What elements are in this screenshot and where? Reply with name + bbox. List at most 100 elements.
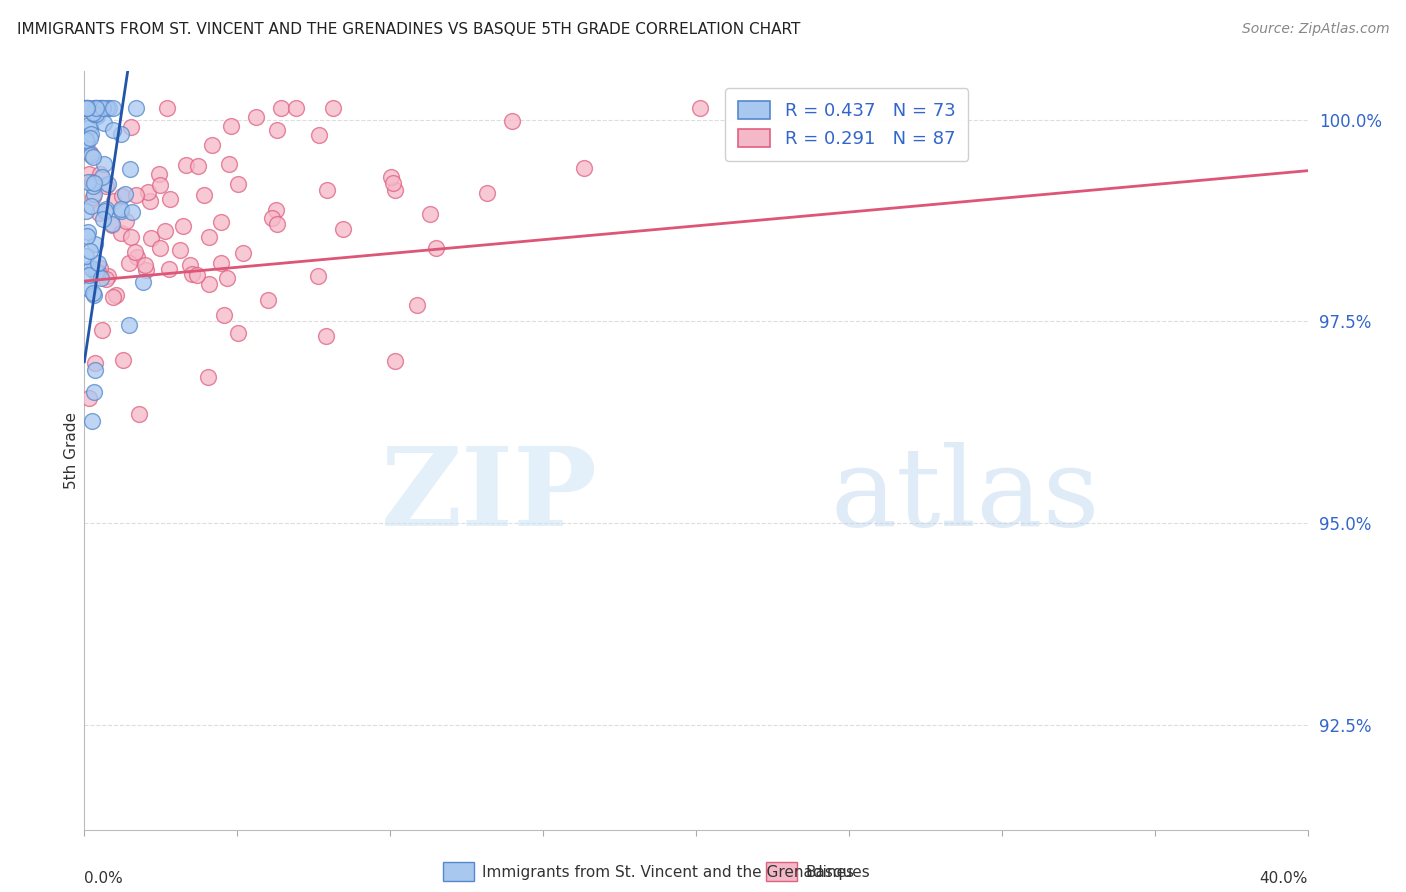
Point (79, 145, 101, 160)
Point (405, 298, 427, 312)
Point (118, 256, 141, 270)
Point (134, 258, 156, 272)
Point (84, 101, 107, 115)
Point (101, 217, 124, 231)
Point (79, 130, 101, 145)
Point (174, 158, 197, 172)
Point (75, 249, 97, 263)
Point (475, 186, 498, 200)
Point (77, 226, 100, 240)
Point (315, 183, 337, 197)
Point (169, 243, 191, 257)
Point (198, 230, 221, 244)
Point (120, 120, 142, 134)
Point (270, 101, 292, 115)
Point (77, 174, 100, 188)
Point (90, 101, 112, 115)
Point (308, 128, 330, 143)
Point (80, 415, 103, 429)
Point (218, 156, 240, 170)
Point (114, 214, 136, 228)
Point (75, 101, 97, 115)
Point (90, 101, 112, 115)
Point (89, 101, 111, 115)
Text: atlas: atlas (831, 442, 1099, 549)
Y-axis label: 5th Grade: 5th Grade (63, 412, 79, 489)
Point (139, 230, 162, 244)
Point (172, 219, 194, 233)
Point (149, 178, 172, 193)
Point (111, 189, 134, 203)
Point (264, 203, 287, 218)
Point (226, 178, 249, 192)
Point (120, 229, 142, 244)
Point (315, 328, 337, 343)
Point (76, 229, 98, 244)
Point (89, 167, 111, 181)
Point (110, 226, 132, 240)
Point (91, 323, 114, 337)
Point (75, 101, 97, 115)
Point (307, 268, 329, 283)
Point (98, 101, 121, 115)
Point (148, 167, 170, 181)
Point (91, 212, 114, 227)
Point (132, 275, 155, 289)
Point (97, 269, 120, 284)
Point (82, 189, 104, 203)
Point (75, 133, 97, 147)
Point (84, 101, 107, 115)
Point (83, 101, 105, 115)
Point (84, 107, 107, 121)
Point (87, 206, 110, 220)
Point (80, 127, 103, 141)
Point (103, 194, 125, 209)
Point (217, 270, 239, 285)
Point (83, 101, 105, 115)
Point (209, 215, 232, 229)
Point (82, 106, 104, 120)
Point (380, 169, 402, 184)
Point (94, 202, 117, 216)
Point (101, 290, 124, 304)
Point (425, 241, 447, 255)
Point (135, 262, 157, 277)
Point (82, 150, 104, 164)
Point (84, 265, 107, 279)
Point (79, 268, 101, 282)
Point (156, 101, 179, 115)
Point (76, 101, 98, 115)
Point (110, 127, 132, 141)
Point (82, 285, 104, 300)
Text: 0.0%: 0.0% (84, 871, 124, 887)
Point (322, 101, 344, 115)
Point (212, 308, 235, 322)
Legend: R = 0.437   N = 73, R = 0.291   N = 87: R = 0.437 N = 73, R = 0.291 N = 87 (725, 88, 969, 161)
Point (89, 261, 111, 276)
Point (110, 202, 132, 216)
Point (76, 135, 98, 149)
Point (86, 265, 108, 279)
Point (125, 250, 148, 264)
Point (419, 206, 441, 220)
Point (128, 407, 150, 421)
Point (266, 217, 288, 231)
Point (90, 270, 112, 285)
Point (120, 161, 142, 176)
Point (82, 263, 104, 277)
Text: Source: ZipAtlas.com: Source: ZipAtlas.com (1241, 22, 1389, 37)
Point (139, 194, 162, 209)
Point (86, 101, 108, 115)
Point (201, 137, 224, 152)
Point (79, 120, 101, 134)
Point (266, 123, 288, 137)
Point (382, 176, 405, 190)
Point (96, 101, 118, 115)
Point (75, 101, 97, 115)
Point (94, 204, 117, 219)
Point (121, 205, 143, 219)
Point (83, 107, 105, 121)
Point (384, 183, 406, 197)
Point (83, 385, 105, 400)
Point (83, 288, 105, 302)
